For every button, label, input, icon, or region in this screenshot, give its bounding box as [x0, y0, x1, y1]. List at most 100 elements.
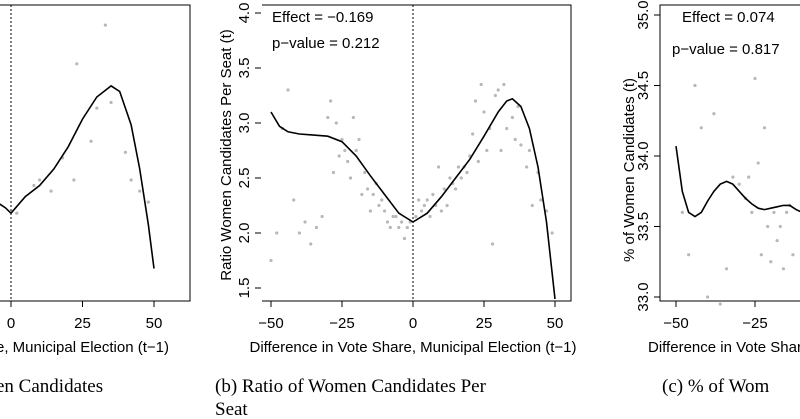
data-point-b	[368, 209, 372, 213]
x-tick-label-b: 0	[409, 315, 417, 332]
y-tick-label-c: 33.5	[635, 212, 652, 241]
data-point-b	[428, 214, 432, 219]
data-point-b	[320, 214, 324, 219]
data-point-b	[510, 115, 514, 120]
y-tick-label-b: 3.5	[236, 58, 253, 79]
y-tick-label-b: 2.0	[236, 223, 253, 244]
data-point-b	[476, 159, 480, 164]
data-point-c	[724, 267, 729, 271]
data-point-b	[490, 242, 495, 246]
data-point-a	[72, 178, 76, 182]
data-point-b	[286, 88, 290, 92]
data-point-b	[377, 203, 381, 208]
data-point-b	[340, 137, 344, 142]
fit-left-line-b	[270, 111, 414, 223]
x-axis-label-b: Difference in Vote Share, Municipal Elec…	[250, 339, 577, 356]
data-point-b	[357, 137, 361, 142]
pvalue-label-c: p−value = 0.817	[672, 41, 780, 58]
data-point-c	[712, 112, 716, 116]
data-point-b	[385, 220, 390, 224]
data-point-b	[525, 165, 529, 169]
data-point-b	[383, 209, 387, 213]
panel-a: e, Municipal Election (t−1) en Candidate…	[0, 4, 191, 397]
plot-frame-b	[262, 4, 572, 302]
data-point-b	[431, 192, 435, 197]
data-point-c	[693, 83, 697, 88]
data-point-a	[138, 189, 142, 193]
data-point-b	[530, 203, 534, 208]
data-point-b	[297, 231, 301, 235]
data-point-b	[473, 99, 478, 103]
y-tick-label-c: 33.0	[635, 282, 652, 311]
data-point-b	[400, 220, 404, 224]
x-axis-label-c: Difference in Vote Share	[648, 339, 800, 356]
data-point-a	[15, 211, 19, 215]
data-point-b	[397, 225, 401, 230]
data-point-c	[769, 260, 773, 264]
data-point-a	[103, 23, 107, 27]
pvalue-label-b: p−value = 0.212	[272, 35, 380, 52]
data-point-b	[331, 170, 336, 175]
panel-c: Effect = 0.074 p−value = 0.817 Differenc…	[621, 0, 800, 397]
data-point-a	[49, 189, 53, 193]
panel-b: Effect = −0.169 p−value = 0.212 Differen…	[215, 3, 576, 419]
data-point-c	[747, 175, 751, 179]
data-point-b	[471, 132, 475, 136]
y-tick-label-b: 2.5	[236, 168, 253, 189]
y-tick-label-c: 34.0	[635, 141, 652, 170]
data-point-b	[334, 121, 338, 125]
data-point-a	[32, 183, 36, 188]
data-point-b	[442, 187, 446, 191]
data-point-b	[275, 231, 279, 235]
data-point-a	[95, 106, 99, 110]
data-point-a	[75, 62, 79, 66]
plot-frame-a	[0, 4, 191, 302]
data-point-b	[465, 170, 469, 175]
data-point-b	[337, 154, 341, 158]
fit-right-line-a	[10, 84, 155, 269]
y-axis-label-b: Ratio Women Candidates Per Seat (t)	[218, 29, 235, 281]
data-point-b	[354, 148, 358, 153]
data-point-c	[759, 253, 763, 257]
x-tick-label-c: −25	[742, 315, 767, 332]
data-point-b	[422, 203, 426, 208]
data-point-a	[129, 178, 133, 182]
effect-label-b: Effect = −0.169	[272, 9, 373, 26]
data-point-b	[343, 148, 347, 153]
data-point-c	[718, 302, 722, 306]
data-point-b	[329, 99, 333, 103]
data-point-b	[303, 220, 307, 224]
data-point-b	[292, 198, 296, 202]
data-point-b	[550, 231, 554, 235]
fit-right-line-b	[412, 97, 556, 300]
y-axis-label-c: % of Women Candidates (t)	[621, 78, 638, 262]
fit-left-line-a	[0, 203, 12, 214]
data-point-b	[513, 137, 517, 142]
data-point-b	[496, 88, 500, 92]
data-point-b	[519, 143, 523, 147]
plot-area-b	[262, 4, 572, 302]
data-point-c	[753, 76, 757, 81]
data-point-b	[456, 165, 461, 169]
data-point-b	[448, 176, 452, 180]
data-point-c	[785, 210, 789, 214]
x-tick-label-b: 25	[476, 315, 493, 332]
data-point-c	[706, 295, 710, 299]
data-point-b	[527, 148, 532, 153]
data-point-c	[791, 253, 795, 257]
data-point-b	[502, 82, 506, 87]
data-point-b	[505, 126, 509, 131]
data-point-b	[439, 209, 443, 213]
data-point-a	[123, 150, 127, 154]
data-point-c	[731, 175, 735, 179]
data-point-c	[775, 239, 779, 243]
data-point-b	[360, 192, 364, 197]
data-point-b	[394, 214, 398, 219]
x-tick-label-c: −50	[663, 315, 688, 332]
y-tick-label-c: 34.5	[635, 71, 652, 100]
data-point-b	[371, 192, 375, 197]
plot-area-c	[659, 4, 800, 306]
data-point-b	[499, 148, 503, 153]
data-point-b	[388, 225, 392, 230]
